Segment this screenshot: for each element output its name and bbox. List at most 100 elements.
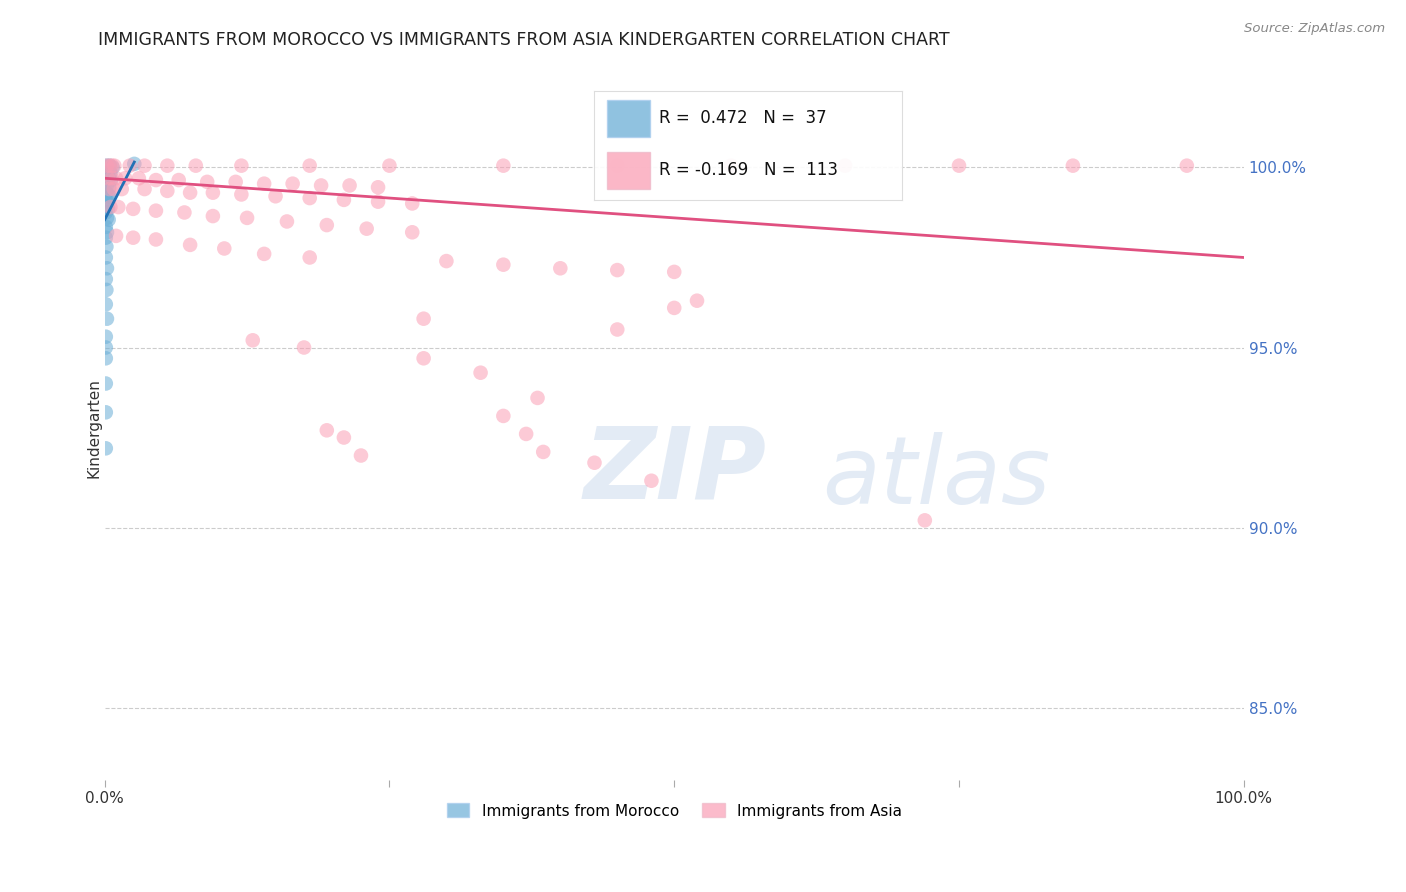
Point [350, 449, 373, 463]
Text: Source: ZipAtlas.com: Source: ZipAtlas.com [1244, 22, 1385, 36]
Point [412, 351, 434, 366]
Point [686, 293, 709, 308]
Point [98, 159, 121, 173]
Point [114, 171, 136, 186]
Point [550, 261, 572, 276]
Point [96, 240, 118, 254]
Point [145, 203, 167, 218]
Point [134, 159, 156, 173]
Point [236, 211, 259, 225]
Point [606, 322, 628, 336]
Point [101, 159, 124, 173]
Point [184, 159, 207, 173]
Text: ZIP: ZIP [583, 422, 766, 519]
Point [96, 283, 118, 297]
Point [98, 200, 121, 214]
Text: atlas: atlas [823, 433, 1050, 524]
Point [103, 182, 125, 196]
Point [100, 171, 122, 186]
Point [515, 426, 537, 441]
Point [96, 159, 118, 173]
Point [96, 200, 118, 214]
Point [640, 474, 662, 488]
Point [367, 194, 389, 209]
Point [122, 202, 145, 216]
Point [664, 265, 686, 279]
Point [98, 180, 121, 194]
Point [94, 230, 117, 244]
Point [118, 159, 141, 173]
Point [720, 159, 742, 173]
Point [94, 205, 117, 219]
Point [179, 186, 201, 200]
Point [96, 311, 118, 326]
Point [367, 180, 389, 194]
Legend: Immigrants from Morocco, Immigrants from Asia: Immigrants from Morocco, Immigrants from… [440, 797, 908, 824]
Point [96, 211, 118, 225]
Point [526, 391, 548, 405]
Point [315, 218, 337, 232]
Point [253, 177, 276, 191]
Point [105, 228, 128, 243]
Point [333, 193, 356, 207]
Point [124, 157, 146, 171]
Point [122, 230, 145, 244]
Point [98, 182, 121, 196]
Point [242, 334, 264, 348]
Point [531, 445, 554, 459]
Point [606, 159, 628, 173]
Point [98, 159, 121, 173]
Point [94, 297, 117, 311]
Point [97, 187, 120, 202]
Point [470, 366, 492, 380]
Point [225, 175, 247, 189]
Point [96, 178, 118, 193]
Point [98, 189, 121, 203]
Point [231, 187, 253, 202]
Point [94, 351, 117, 366]
Point [492, 258, 515, 272]
Point [94, 251, 117, 265]
Point [583, 456, 606, 470]
Point [333, 430, 356, 444]
Point [128, 171, 150, 186]
Point [100, 173, 122, 187]
Point [339, 178, 361, 193]
Point [96, 261, 118, 276]
Point [195, 175, 218, 189]
Point [214, 242, 236, 256]
Point [105, 171, 128, 186]
Point [231, 159, 253, 173]
Point [173, 205, 195, 219]
Point [401, 225, 423, 239]
Point [292, 341, 315, 355]
Point [309, 178, 332, 193]
Text: IMMIGRANTS FROM MOROCCO VS IMMIGRANTS FROM ASIA KINDERGARTEN CORRELATION CHART: IMMIGRANTS FROM MOROCCO VS IMMIGRANTS FR… [98, 31, 950, 49]
Point [298, 159, 321, 173]
Point [156, 159, 179, 173]
Point [103, 159, 125, 173]
Point [111, 182, 134, 196]
Point [298, 191, 321, 205]
Point [97, 202, 120, 216]
Point [492, 409, 515, 423]
Point [412, 311, 434, 326]
Point [253, 247, 276, 261]
Point [401, 196, 423, 211]
Y-axis label: Kindergarten: Kindergarten [86, 378, 101, 478]
Point [201, 186, 224, 200]
Point [94, 442, 117, 456]
Point [96, 186, 118, 200]
Point [201, 209, 224, 223]
Point [94, 193, 117, 207]
Point [96, 194, 118, 209]
Point [298, 251, 321, 265]
Point [179, 238, 201, 252]
Point [914, 513, 936, 527]
Point [1175, 159, 1198, 173]
Point [664, 301, 686, 315]
Point [145, 232, 167, 246]
Point [98, 166, 121, 180]
Point [356, 221, 378, 235]
Point [315, 423, 337, 437]
